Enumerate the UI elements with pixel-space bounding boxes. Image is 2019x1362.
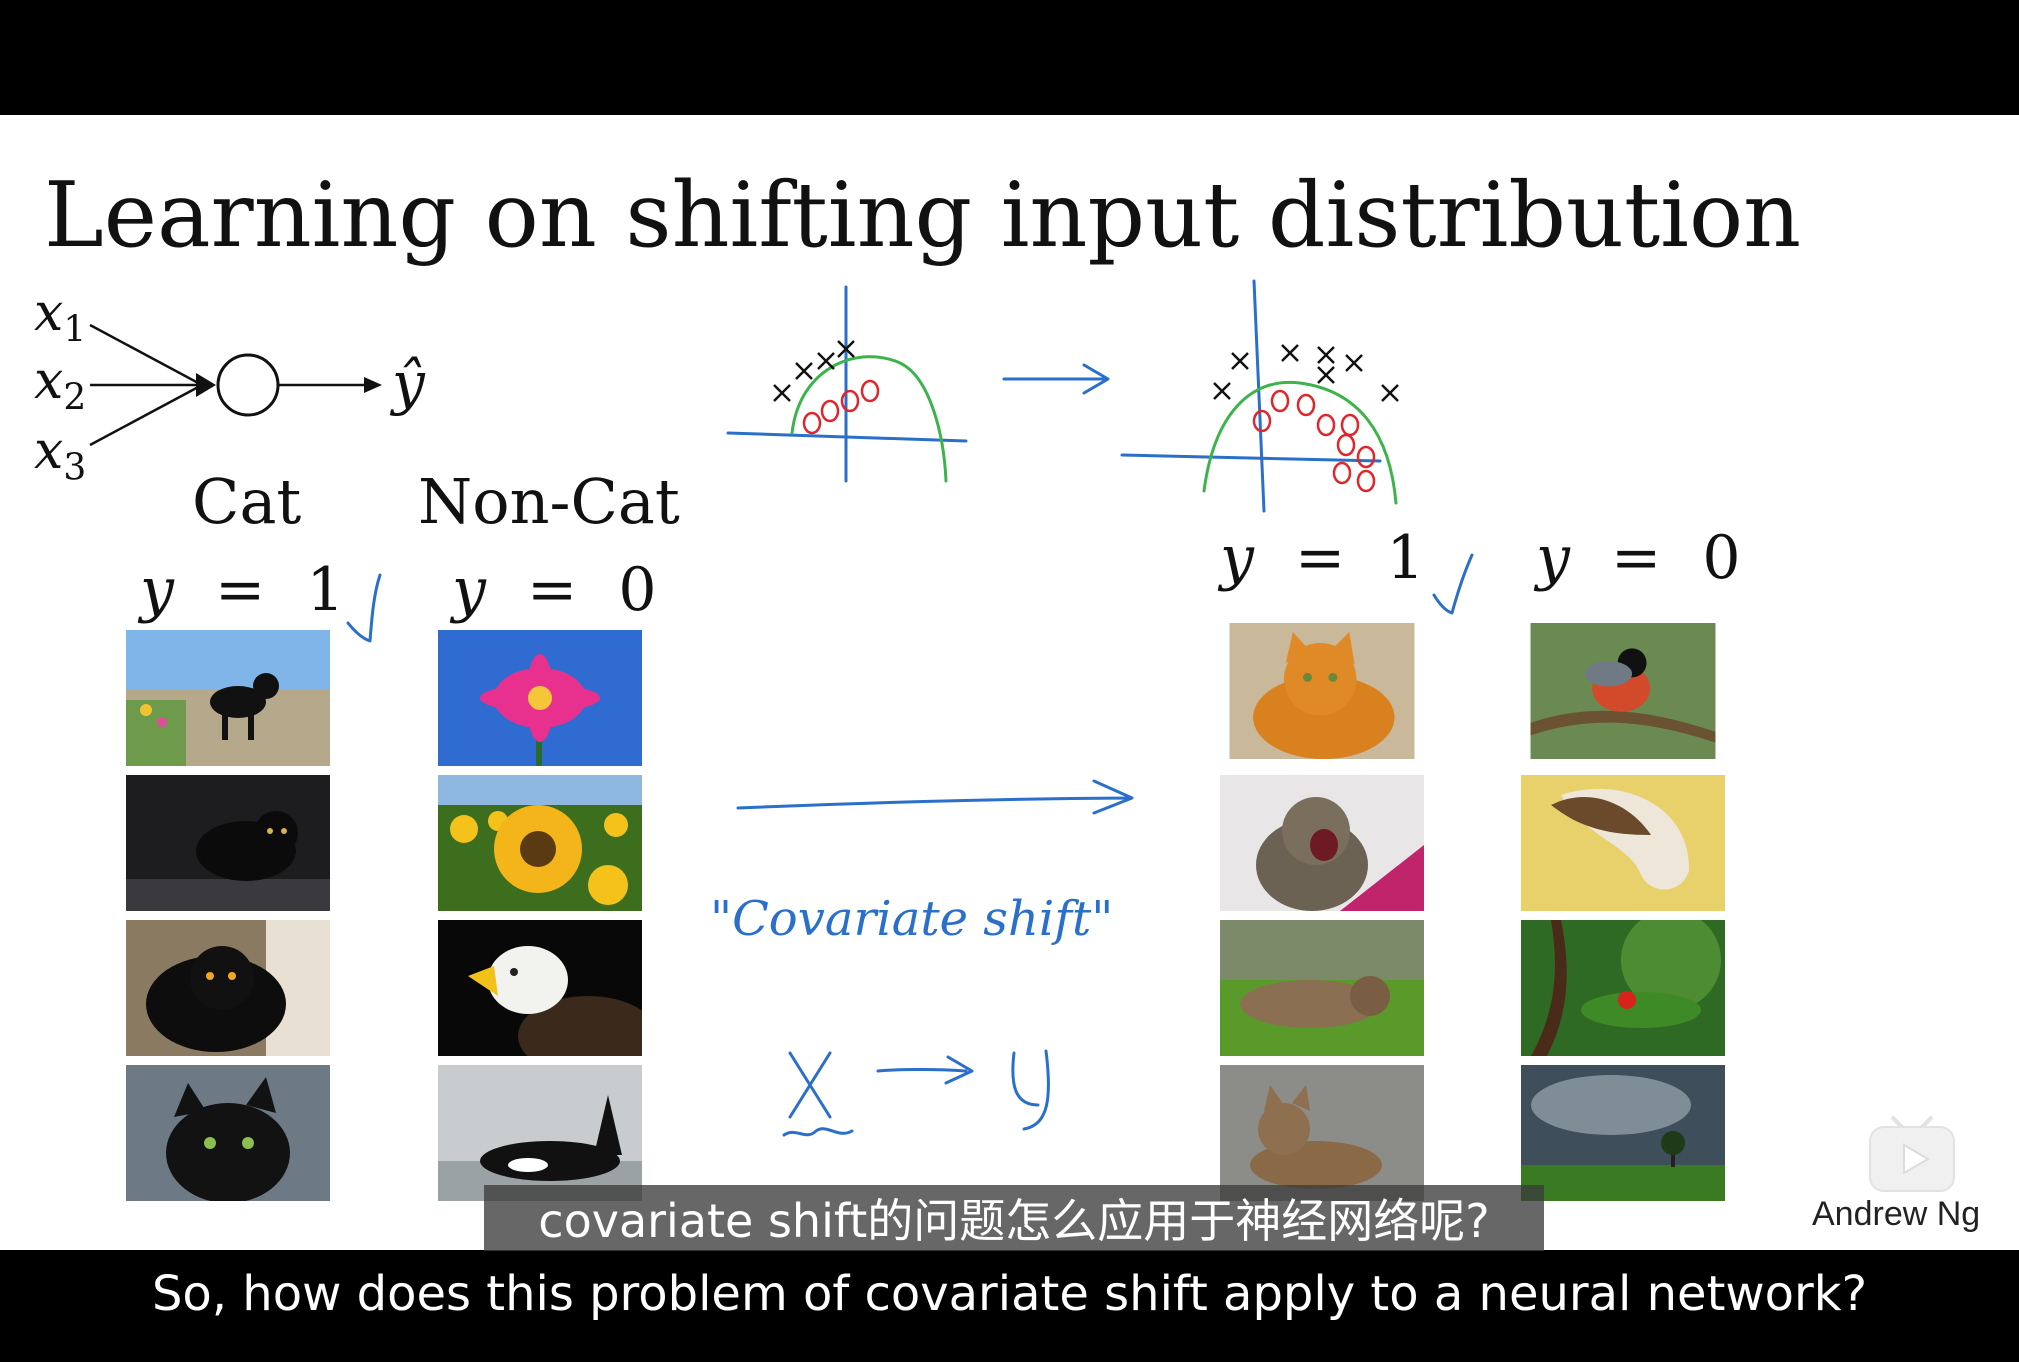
- play-watermark-icon: [1869, 1115, 1955, 1192]
- thumb-right-cat-4: [1220, 1065, 1424, 1201]
- author-name: Andrew Ng: [1812, 1195, 1981, 1233]
- slide-title: Learning on shifting input distribution: [44, 163, 1802, 268]
- left-distribution-sketch: [726, 285, 968, 483]
- mapping-x: [788, 1051, 832, 1119]
- left-cat-equation: y = 1: [140, 555, 345, 625]
- noncat-label: Non-Cat: [418, 465, 680, 538]
- thumb-right-noncat-4: [1521, 1065, 1725, 1201]
- thumb-left-cat-3: [126, 920, 330, 1056]
- thumb-left-cat-4: [126, 1065, 330, 1201]
- check-mark-left: [346, 573, 382, 643]
- thumb-left-cat-1: [126, 630, 330, 766]
- thumb-right-cat-1: [1220, 623, 1424, 759]
- right-noncat-equation: y = 0: [1536, 523, 1741, 593]
- neuron-diagram: [89, 323, 382, 447]
- chinese-subtitle: covariate shift的问题怎么应用于神经网络呢?: [484, 1185, 1544, 1251]
- right-distribution-sketch: [1120, 279, 1399, 513]
- handwritten-annotations: [346, 279, 1474, 1137]
- mapping-arrow: [876, 1055, 974, 1085]
- shift-arrow-top: [1002, 363, 1110, 395]
- covariate-shift-note: "Covariate shift": [710, 891, 1114, 947]
- mapping-y: [1011, 1049, 1050, 1131]
- right-cat-equation: y = 1: [1220, 523, 1425, 593]
- thumb-right-noncat-2: [1521, 775, 1725, 911]
- thumb-left-noncat-2: [438, 775, 642, 911]
- thumb-left-noncat-4: [438, 1065, 642, 1201]
- thumb-left-cat-2: [126, 775, 330, 911]
- input-x2: x2: [34, 351, 87, 419]
- mapping-underline: [782, 1127, 854, 1137]
- input-x3: x3: [34, 421, 87, 489]
- thumb-right-noncat-1: [1521, 623, 1725, 759]
- shift-arrow-middle: [736, 779, 1134, 815]
- check-mark-right: [1432, 553, 1474, 615]
- thumb-right-cat-2: [1220, 775, 1424, 911]
- lecture-slide: Learning on shifting input distribution …: [0, 115, 2019, 1250]
- thumb-right-noncat-3: [1521, 920, 1725, 1056]
- left-noncat-equation: y = 0: [452, 555, 657, 625]
- cat-label: Cat: [192, 465, 302, 538]
- input-x1: x1: [34, 283, 87, 351]
- output-yhat: ŷ: [392, 349, 425, 417]
- thumb-right-cat-3: [1220, 920, 1424, 1056]
- thumb-left-noncat-3: [438, 920, 642, 1056]
- thumb-left-noncat-1: [438, 630, 642, 766]
- english-subtitle: So, how does this problem of covariate s…: [151, 1266, 1868, 1322]
